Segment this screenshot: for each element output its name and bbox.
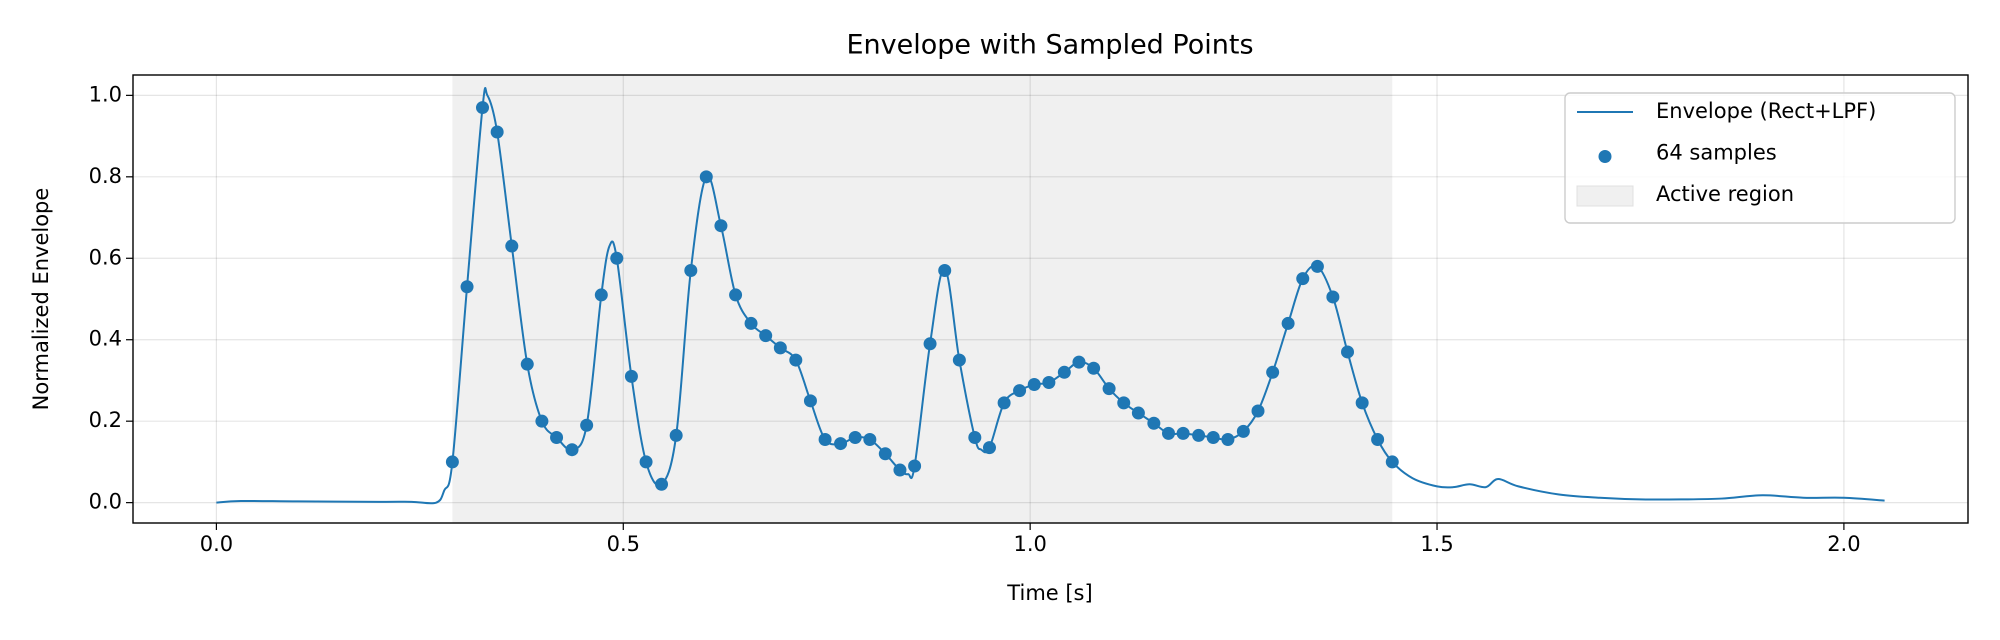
sample-point bbox=[610, 251, 624, 265]
active-region bbox=[452, 75, 1393, 523]
sample-point bbox=[1341, 345, 1355, 359]
sample-point bbox=[1266, 365, 1280, 379]
y-tick-label: 1.0 bbox=[89, 82, 122, 106]
sample-point bbox=[803, 394, 817, 408]
legend-label: Envelope (Rect+LPF) bbox=[1656, 99, 1876, 123]
legend-box bbox=[1564, 92, 1956, 224]
sample-point bbox=[834, 437, 848, 451]
sample-point bbox=[1236, 424, 1250, 438]
x-tick-label: 0.5 bbox=[607, 532, 640, 556]
y-tick-label: 0.4 bbox=[89, 327, 122, 351]
sample-point bbox=[997, 396, 1011, 410]
sample-point bbox=[1326, 290, 1340, 304]
y-tick-label: 0.0 bbox=[89, 490, 122, 514]
sample-point bbox=[1117, 396, 1131, 410]
sample-point bbox=[744, 316, 758, 330]
sample-point bbox=[789, 353, 803, 367]
sample-point bbox=[714, 219, 728, 233]
chart-title: Envelope with Sampled Points bbox=[846, 30, 1253, 61]
sample-point bbox=[1192, 428, 1206, 442]
sample-point bbox=[1281, 316, 1295, 330]
y-tick-label: 0.8 bbox=[89, 164, 122, 188]
sample-point bbox=[1176, 426, 1190, 440]
sample-point bbox=[535, 414, 549, 428]
sample-point bbox=[476, 101, 490, 115]
sample-point bbox=[1355, 396, 1369, 410]
sample-point bbox=[952, 353, 966, 367]
x-axis-label: Time [s] bbox=[1006, 581, 1092, 605]
sample-point bbox=[893, 463, 907, 477]
sample-point bbox=[594, 288, 608, 302]
sample-point bbox=[1310, 259, 1324, 273]
sample-point bbox=[1147, 416, 1161, 430]
sample-point bbox=[580, 418, 594, 432]
plot-frame bbox=[132, 74, 1969, 524]
x-tick-label: 1.0 bbox=[1013, 532, 1046, 556]
y-tick-label: 0.6 bbox=[89, 245, 122, 269]
x-tick-label: 0.0 bbox=[200, 532, 233, 556]
sample-point bbox=[639, 455, 653, 469]
sample-point bbox=[490, 125, 504, 139]
sample-point bbox=[1057, 365, 1071, 379]
y-tick-label: 0.2 bbox=[89, 408, 122, 432]
sample-point bbox=[505, 239, 519, 253]
sample-point bbox=[520, 357, 534, 371]
sample-point bbox=[1385, 455, 1399, 469]
sample-point bbox=[1131, 406, 1145, 420]
sample-point bbox=[565, 443, 579, 457]
sample-point bbox=[1251, 404, 1265, 418]
sample-point bbox=[1221, 433, 1235, 447]
sample-point bbox=[878, 447, 892, 461]
sample-point bbox=[1161, 426, 1175, 440]
sample-point bbox=[1013, 384, 1027, 398]
sample-point bbox=[1371, 433, 1385, 447]
sample-point bbox=[1027, 378, 1041, 392]
y-axis-label: Normalized Envelope bbox=[29, 188, 53, 411]
sample-point bbox=[1296, 272, 1310, 286]
sample-point bbox=[982, 441, 996, 455]
sample-point bbox=[1087, 361, 1101, 375]
x-tick-label: 1.5 bbox=[1420, 532, 1453, 556]
sample-point bbox=[773, 341, 787, 355]
sample-point bbox=[550, 430, 564, 444]
legend-label: Active region bbox=[1656, 182, 1794, 206]
sample-point bbox=[699, 170, 713, 184]
legend-label: 64 samples bbox=[1656, 141, 1777, 165]
sample-point bbox=[1072, 355, 1086, 369]
legend-key bbox=[1598, 150, 1612, 163]
sample-point bbox=[655, 477, 669, 491]
sample-point bbox=[848, 430, 862, 444]
x-tick-label: 2.0 bbox=[1827, 532, 1860, 556]
sample-point bbox=[624, 369, 638, 383]
sample-point bbox=[460, 280, 474, 294]
sample-point bbox=[818, 433, 832, 447]
sample-point bbox=[759, 329, 773, 343]
sample-point bbox=[863, 433, 877, 447]
sample-point bbox=[938, 263, 952, 277]
sample-point bbox=[908, 459, 922, 473]
sample-point bbox=[729, 288, 743, 302]
sample-point bbox=[684, 263, 698, 277]
sample-point bbox=[669, 428, 683, 442]
sample-point bbox=[1206, 430, 1220, 444]
sample-point bbox=[1102, 382, 1116, 396]
sample-point bbox=[968, 430, 982, 444]
sample-point bbox=[1042, 375, 1056, 389]
sample-point bbox=[923, 337, 937, 351]
legend-key bbox=[1576, 185, 1634, 207]
sample-point bbox=[445, 455, 459, 469]
